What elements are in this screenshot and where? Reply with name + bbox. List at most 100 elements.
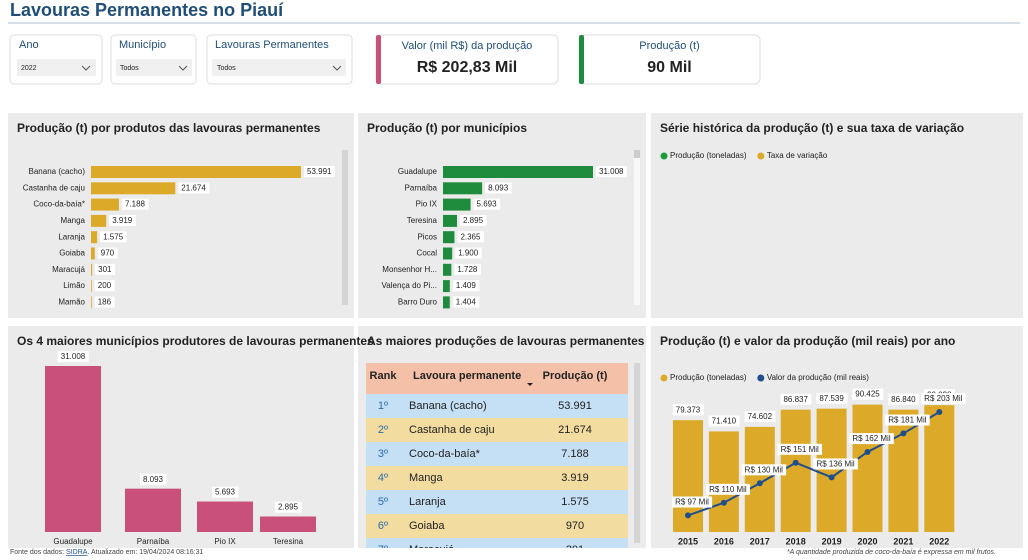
bar xyxy=(443,214,458,227)
data-label-box xyxy=(94,280,115,292)
bar xyxy=(443,280,450,293)
dropdown[interactable] xyxy=(212,59,346,76)
table-cell: 970 xyxy=(566,520,584,532)
data-label: 31.008 xyxy=(61,352,86,361)
bar xyxy=(443,182,483,195)
bar xyxy=(91,247,95,260)
x-tick-label: 2016 xyxy=(714,536,734,546)
bar xyxy=(443,231,455,244)
data-label: 1.575 xyxy=(103,232,124,241)
data-label-box xyxy=(744,411,776,423)
sort-indicator xyxy=(527,383,533,386)
x-tick-label: 2015 xyxy=(678,536,698,546)
column-header: Rank xyxy=(370,370,398,382)
scrollbar-thumb[interactable] xyxy=(634,150,640,158)
bar xyxy=(260,516,316,532)
data-label-box xyxy=(921,393,966,405)
filter[interactable]: Ano 2022 xyxy=(9,34,103,85)
data-label: 21.674 xyxy=(181,183,206,192)
table-cell: 3º xyxy=(378,448,388,460)
data-label-box xyxy=(741,464,787,476)
table-cell: 1.575 xyxy=(561,496,589,508)
filter[interactable]: Lavouras Permanentes Todos xyxy=(206,34,353,85)
data-label: 7.188 xyxy=(125,200,146,209)
data-label: 90.425 xyxy=(855,390,880,399)
table-cell: 2º xyxy=(378,424,388,436)
data-label-box xyxy=(178,182,210,194)
filter-label: Ano xyxy=(19,39,39,51)
kpi-label: Valor (mil R$) da produção xyxy=(402,40,533,52)
data-label-box xyxy=(139,473,167,485)
dropdown[interactable] xyxy=(17,59,96,76)
table-cell: Maracujá xyxy=(409,544,455,556)
dropdown[interactable] xyxy=(116,59,192,76)
data-label-box xyxy=(452,280,480,292)
filter[interactable]: Município Todos xyxy=(110,34,197,85)
bar xyxy=(443,247,453,260)
data-label-box xyxy=(777,443,823,455)
point xyxy=(864,448,871,455)
point xyxy=(685,512,691,519)
data-label-box xyxy=(672,496,713,508)
data-label: 1.409 xyxy=(456,281,477,290)
data-label-box xyxy=(672,404,704,416)
footnote: *A quantidade produzida de coco-da-baía … xyxy=(787,549,996,556)
data-label-box xyxy=(95,263,116,275)
panel-title: Produção (t) por municípios xyxy=(367,121,527,135)
bar xyxy=(443,166,593,178)
kpi-accent xyxy=(376,35,381,84)
data-label: R$ 203 Mil xyxy=(924,394,962,403)
category-label: Parnaíba xyxy=(405,183,438,192)
bar xyxy=(45,366,101,532)
category-label: Goiaba xyxy=(59,249,85,258)
table-cell: 4º xyxy=(378,472,388,484)
footer-source: Fonte dos dados: SIDRA. Atualizado em: 1… xyxy=(10,549,204,556)
category-label: Banana (cacho) xyxy=(29,167,86,176)
data-label-box xyxy=(708,415,740,427)
updated: . Atualizado em: 19/04/2024 08:16:31 xyxy=(87,549,203,556)
legend-marker xyxy=(660,374,668,382)
bar xyxy=(708,431,739,532)
table-cell: 6º xyxy=(378,520,388,532)
table-row xyxy=(366,538,628,548)
table-row xyxy=(366,514,628,538)
source-prefix: Fonte dos dados: xyxy=(10,549,64,556)
filter-label: Município xyxy=(119,39,166,51)
data-label-box xyxy=(455,247,482,259)
scrollbar[interactable] xyxy=(634,150,640,305)
data-label-box xyxy=(100,231,127,243)
data-label-box xyxy=(452,296,480,308)
panel xyxy=(651,113,1023,318)
point xyxy=(756,480,763,487)
bar xyxy=(91,263,93,276)
data-label: 53.991 xyxy=(307,167,332,176)
source-link[interactable]: SIDRA xyxy=(66,549,88,556)
table-cell: Goiaba xyxy=(409,520,445,532)
data-label-box xyxy=(457,231,485,243)
bar xyxy=(197,501,253,532)
x-tick-label: 2019 xyxy=(822,536,842,546)
filter-value: 2022 xyxy=(21,65,37,72)
bar xyxy=(888,409,919,532)
data-label: 31.008 xyxy=(599,167,624,176)
panel-title: Série histórica da produção (t) e sua ta… xyxy=(660,121,964,135)
data-label-box xyxy=(473,198,501,210)
panel-title: As maiores produções de lavouras permane… xyxy=(367,334,645,348)
panel xyxy=(8,113,354,318)
bar xyxy=(125,488,181,532)
data-label-box xyxy=(885,414,930,426)
data-label-box xyxy=(57,351,89,363)
filter-value: Todos xyxy=(217,65,236,72)
data-label: 8.093 xyxy=(488,183,509,192)
data-label: 970 xyxy=(101,249,115,258)
data-label: 1.900 xyxy=(458,249,479,258)
scrollbar[interactable] xyxy=(342,150,348,305)
data-label-box xyxy=(109,215,136,227)
category-label: Maracujá xyxy=(52,265,85,274)
scrollbar[interactable] xyxy=(634,363,640,543)
kpi-value: 90 Mil xyxy=(647,59,691,76)
category-label: Picos xyxy=(417,232,437,241)
column-header: Lavoura permanente xyxy=(413,370,521,382)
chevron xyxy=(81,65,91,71)
table-body: 1º Banana (cacho) 53.991 2º Castanha de caju… xyxy=(366,394,628,556)
